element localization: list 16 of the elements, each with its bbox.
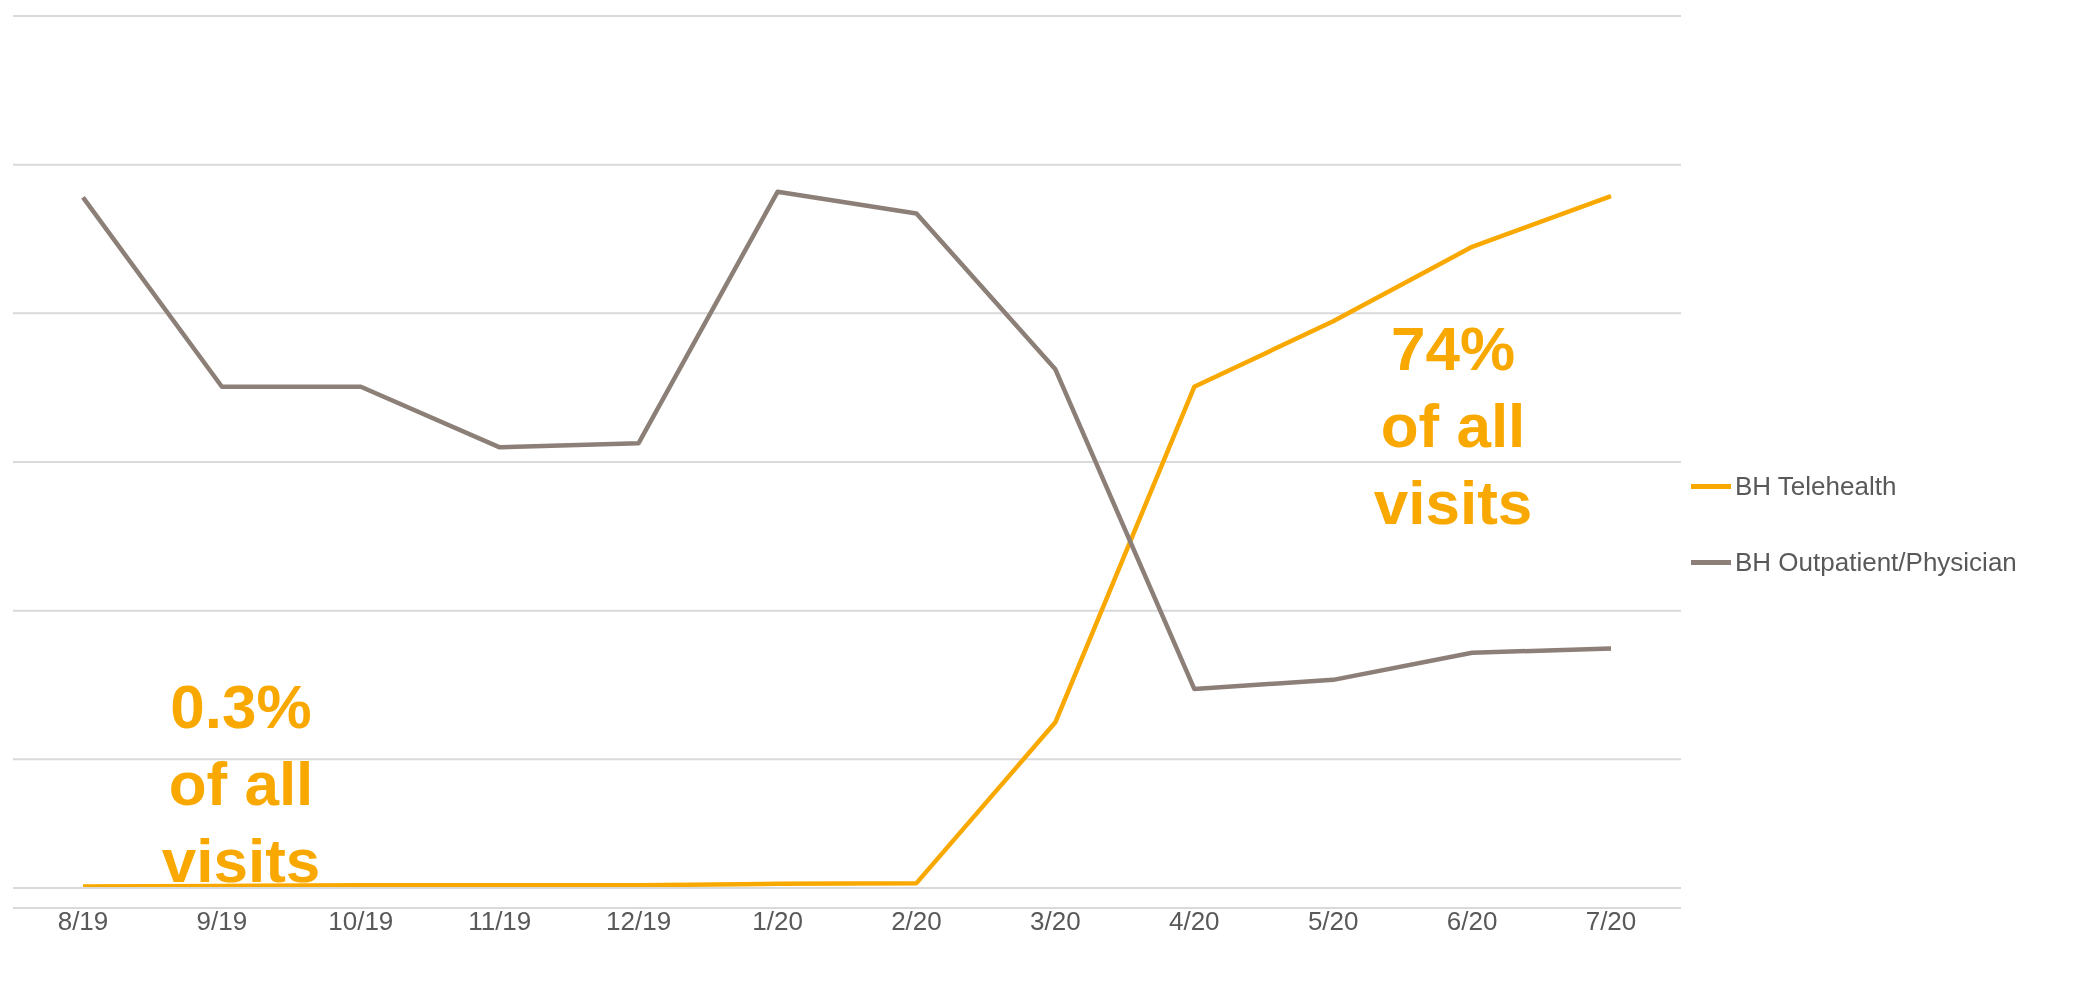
annotation: 74% of all visits — [1372, 313, 1534, 539]
x-tick-label: 6/20 — [1446, 906, 1498, 937]
x-tick-label: 5/20 — [1307, 906, 1359, 937]
x-tick-label: 12/19 — [606, 906, 672, 937]
legend-label: BH Outpatient/Physician — [1735, 546, 2017, 578]
x-tick-label: 8/19 — [57, 906, 109, 937]
x-tick-label: 3/20 — [1030, 906, 1081, 937]
x-tick-label: 10/19 — [328, 906, 394, 937]
x-tick-label: 2/20 — [891, 906, 942, 937]
x-tick-label: 4/20 — [1168, 906, 1220, 937]
annotation: 0.3% of all visits — [160, 671, 322, 897]
x-tick-label: 11/19 — [468, 906, 532, 937]
legend-label: BH Telehealth — [1735, 470, 1897, 502]
x-tick-label: 1/20 — [752, 906, 803, 937]
x-tick-label: 9/19 — [196, 906, 248, 937]
x-tick-label: 7/20 — [1585, 906, 1637, 937]
